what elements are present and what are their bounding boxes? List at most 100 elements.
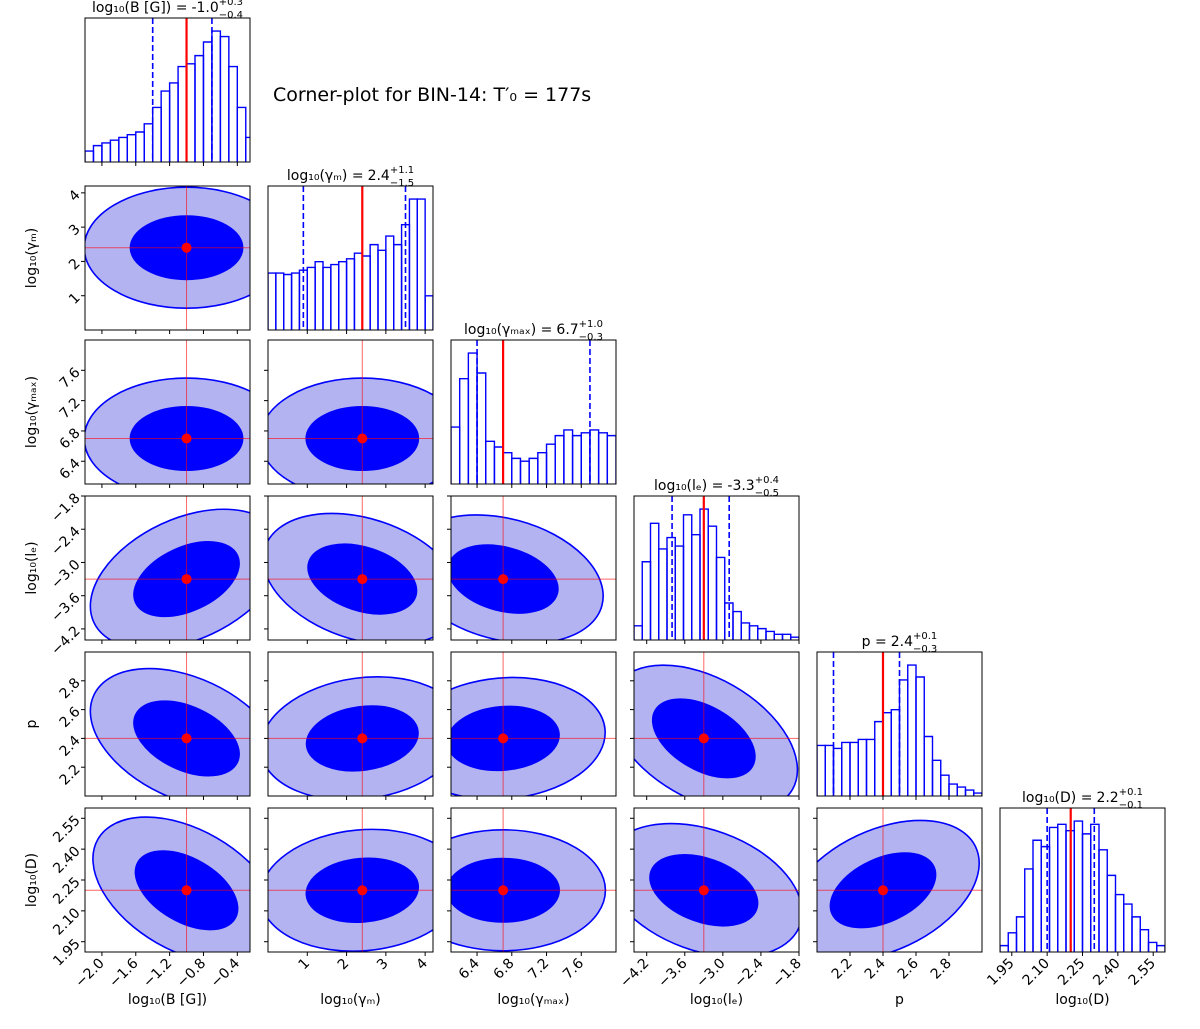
x-tick-label: −1.6 xyxy=(106,955,141,990)
panel-frame xyxy=(84,807,251,953)
title-label: log₁₀(lₑ) = xyxy=(654,478,723,494)
histogram-bin xyxy=(674,545,685,640)
histogram-bin xyxy=(898,679,909,796)
histogram-bin xyxy=(177,65,188,162)
histogram-bin xyxy=(1057,823,1067,952)
median-label: 2.4 xyxy=(891,634,913,650)
median-label: 2.4 xyxy=(368,168,390,184)
x-tick-label: −2.4 xyxy=(731,955,766,990)
histogram-bin xyxy=(519,460,530,484)
histogram-bin xyxy=(245,136,250,162)
histogram-bin xyxy=(865,738,876,796)
median-label: -1.0 xyxy=(191,0,218,16)
histogram-bin xyxy=(956,786,967,796)
median-point xyxy=(181,433,192,444)
x-tick-label: 6.4 xyxy=(456,955,483,982)
histogram-bin xyxy=(1114,893,1125,952)
panel-frame xyxy=(816,651,983,797)
histogram-bin xyxy=(290,272,301,330)
upper-label: +1.0 xyxy=(579,319,603,330)
y-tick-label: −2.4 xyxy=(48,524,83,559)
histogram-bin xyxy=(322,266,332,330)
histogram-bin xyxy=(707,525,718,640)
histogram-bin xyxy=(369,243,379,330)
scatter-panel: 1 2 3 4 log₁₀(γₘ) xyxy=(264,807,434,1008)
y-axis-label: log₁₀(γₘ) xyxy=(24,228,40,289)
y-tick-label: −4.2 xyxy=(48,623,83,658)
lower-label: −0.3 xyxy=(913,644,937,655)
x-tick-label: −0.4 xyxy=(208,955,243,990)
panel-title: p = 2.4+0.1 −0.3 xyxy=(862,631,938,655)
histogram-bin xyxy=(1007,932,1018,952)
panel-frame xyxy=(84,185,251,331)
x-axis-label: log₁₀(γₘ) xyxy=(320,992,381,1008)
histogram-bin xyxy=(790,636,799,640)
histogram-bin xyxy=(338,261,348,330)
median-point xyxy=(181,574,192,585)
scatter-panel xyxy=(264,495,434,644)
panel-frame xyxy=(633,651,800,797)
histogram-bin xyxy=(682,514,693,640)
y-axis-label: log₁₀(D) xyxy=(24,853,40,907)
x-tick-label: −0.8 xyxy=(174,956,209,991)
panel-content xyxy=(1000,808,1165,952)
panel-content xyxy=(85,340,250,484)
median-point xyxy=(181,242,192,253)
upper-label: +1.1 xyxy=(390,165,414,176)
histogram-bin xyxy=(101,142,112,162)
y-tick-label: 6.4 xyxy=(57,456,84,483)
histogram-bin xyxy=(571,434,582,484)
histogram-bin xyxy=(691,534,701,640)
y-tick-label: 2.4 xyxy=(57,733,84,760)
panel-content xyxy=(451,496,616,640)
panel-content xyxy=(817,652,982,796)
lower-label: −0.4 xyxy=(219,10,243,21)
scatter-panel xyxy=(264,339,434,488)
panel-frame xyxy=(450,339,617,485)
scatter-panel: −4.2−3.6−3.0−2.4−1.8 log₁₀(lₑ) xyxy=(24,490,251,659)
upper-label: +0.1 xyxy=(913,631,937,642)
histogram-bin xyxy=(385,235,395,330)
lower-label: −0.1 xyxy=(1119,800,1143,811)
x-axis-label: log₁₀(lₑ) xyxy=(690,992,743,1008)
histogram-bin xyxy=(416,198,426,330)
histogram-bin xyxy=(1131,916,1141,952)
histogram-bin xyxy=(143,123,154,162)
histogram-bin xyxy=(168,82,179,162)
histogram-bin xyxy=(268,272,277,330)
median-point xyxy=(357,433,368,444)
histogram-bin xyxy=(126,134,137,162)
panel-frame xyxy=(267,807,434,953)
x-tick-label: 2.55 xyxy=(1126,956,1159,989)
panel-title: log₁₀(D) = 2.2+0.1 −0.1 xyxy=(1022,787,1143,811)
median-point xyxy=(498,733,509,744)
histogram-bin xyxy=(92,144,103,162)
title-label: p = xyxy=(862,634,887,650)
histogram-bin xyxy=(476,372,487,484)
histogram-bin xyxy=(109,139,120,162)
title-label: log₁₀(γₘ) = xyxy=(287,168,364,184)
panel-frame xyxy=(267,185,434,331)
x-tick-label: 2.8 xyxy=(928,956,955,983)
histogram-bin xyxy=(765,630,775,640)
scatter-panel xyxy=(630,651,800,800)
histogram-bin xyxy=(1123,903,1133,952)
panel-content xyxy=(268,808,433,952)
median-label: 2.2 xyxy=(1096,790,1118,806)
histogram-bin xyxy=(915,676,925,796)
median-point xyxy=(498,574,509,585)
median-label: 6.7 xyxy=(556,322,578,338)
histogram-bin xyxy=(841,741,851,796)
panel-content xyxy=(268,652,433,796)
histogram-bin xyxy=(493,446,504,484)
histogram-bin xyxy=(973,792,982,796)
histogram-bin xyxy=(537,451,548,484)
histogram-bin xyxy=(948,783,958,796)
panel-content xyxy=(85,496,250,640)
x-tick-label: 2.10 xyxy=(1020,956,1053,989)
y-tick-label: 4 xyxy=(66,187,84,205)
x-tick-label: 3 xyxy=(374,956,392,974)
y-tick-label: 2 xyxy=(66,256,84,274)
panel-frame xyxy=(267,495,434,641)
